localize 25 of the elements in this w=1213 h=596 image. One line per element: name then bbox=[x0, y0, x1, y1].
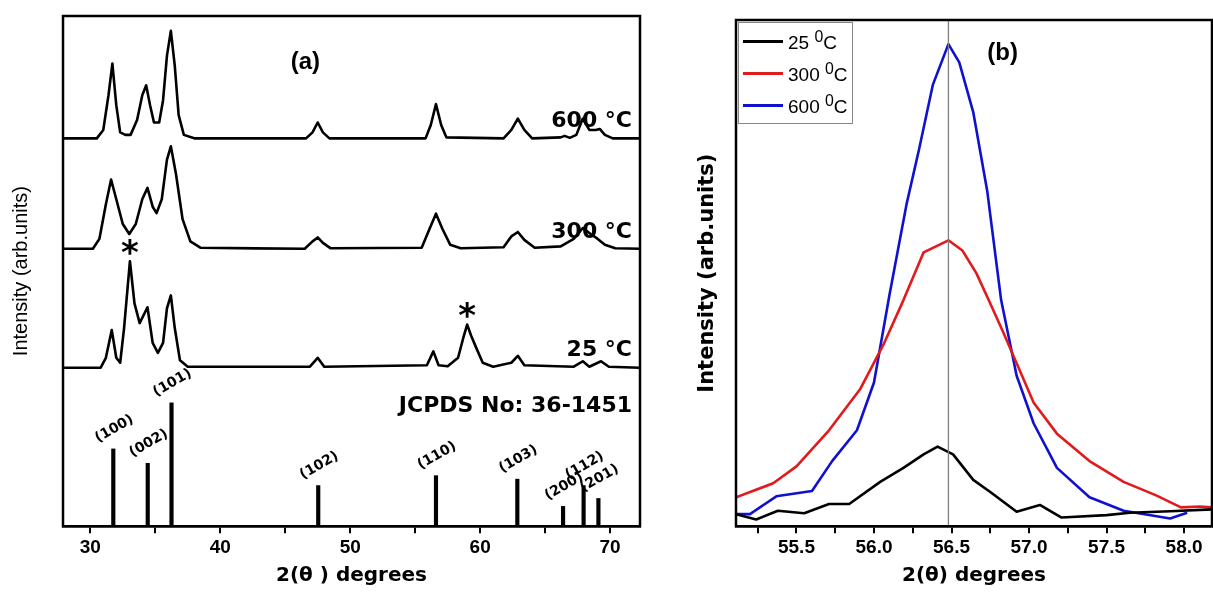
legend-label: 300 $^{0}$C bbox=[788, 59, 848, 87]
legend-label: 25 $^{0}$C bbox=[788, 27, 837, 55]
x-tick-label: 57.5 bbox=[1088, 535, 1126, 557]
x-tick-label: 57.0 bbox=[1010, 535, 1048, 557]
y-axis-title: Intensity (arb.units) bbox=[694, 153, 719, 393]
x-axis-title: 2(θ) degrees bbox=[902, 562, 1046, 587]
annotation: * bbox=[458, 295, 477, 336]
x-tick-label: 40 bbox=[209, 535, 231, 557]
series-label: 600 °C bbox=[551, 107, 632, 133]
legend-label: 600 $^{0}$C bbox=[788, 91, 848, 119]
x-tick-label: 50 bbox=[339, 535, 361, 557]
x-tick-label: 56.5 bbox=[933, 535, 971, 557]
text: (a) bbox=[290, 46, 321, 74]
x-tick-label: 60 bbox=[469, 535, 491, 557]
annotation: JCPDS No: 36-1451 bbox=[396, 392, 632, 418]
x-tick-label: 56.0 bbox=[855, 535, 893, 557]
annotation: * bbox=[121, 232, 140, 273]
x-tick-label: 70 bbox=[599, 535, 621, 557]
x-tick-label: 55.5 bbox=[777, 535, 816, 557]
x-tick-label: 58.0 bbox=[1165, 535, 1203, 557]
chart-title: (b) bbox=[987, 37, 1018, 65]
series-label: 25 °C bbox=[566, 336, 632, 362]
x-tick-label: 30 bbox=[79, 535, 101, 557]
y-axis-title: Intensity (arb.units) bbox=[8, 186, 31, 357]
x-axis-title: 2(θ ) degrees bbox=[276, 562, 427, 587]
